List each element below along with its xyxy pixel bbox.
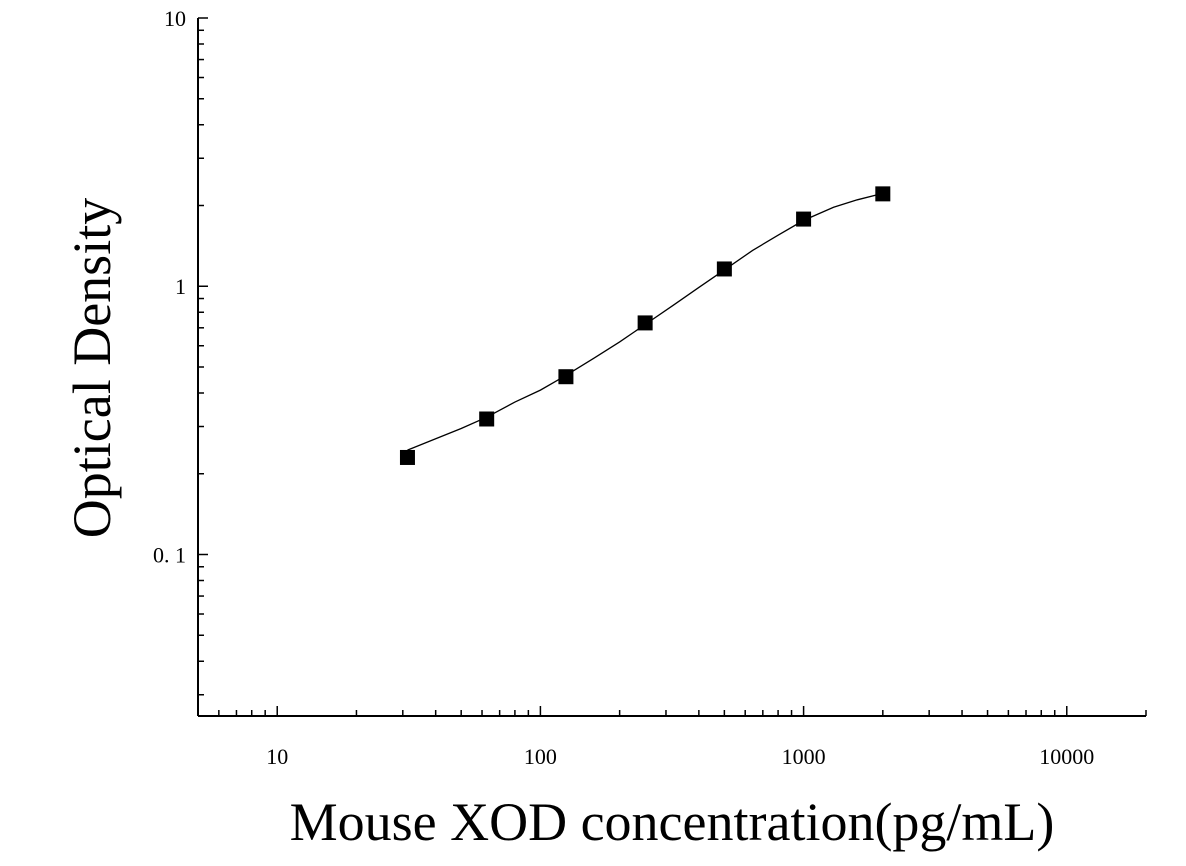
x-axis-title: Mouse XOD concentration(pg/mL) (290, 792, 1055, 852)
y-tick-label: 10 (164, 6, 186, 31)
ticks (197, 17, 1147, 716)
data-points (399, 186, 891, 465)
data-point (875, 186, 891, 202)
data-point (637, 315, 653, 331)
axes (197, 18, 1146, 717)
x-tick-label: 10 (266, 744, 288, 769)
data-point (399, 449, 415, 465)
x-tick-label: 1000 (782, 744, 826, 769)
data-point (716, 261, 732, 277)
y-axis-title: Optical Density (62, 198, 122, 538)
data-point (796, 211, 812, 227)
data-point (479, 411, 495, 427)
y-tick-label: 1 (175, 274, 186, 299)
x-tick-label: 10000 (1039, 744, 1094, 769)
tick-labels: 10 100 1000 10000 0. 1 1 10 (153, 6, 1094, 769)
data-point (558, 369, 574, 385)
x-tick-label: 100 (524, 744, 557, 769)
y-tick-label: 0. 1 (153, 542, 186, 567)
